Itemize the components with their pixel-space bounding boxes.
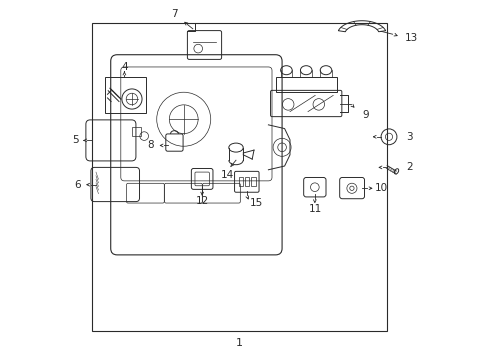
Text: 14: 14 [220,170,234,180]
Bar [251,177,256,186]
Text: 8: 8 [147,140,154,150]
Bar [132,127,141,136]
Text: 12: 12 [196,195,209,206]
Text: 15: 15 [250,198,264,208]
Bar [92,23,387,331]
Text: 4: 4 [121,62,128,72]
Text: 7: 7 [172,9,178,19]
Bar [104,77,146,113]
Text: 11: 11 [309,204,322,214]
Text: 9: 9 [362,110,369,120]
Text: 13: 13 [405,33,418,43]
Text: 10: 10 [375,183,389,193]
Text: 5: 5 [72,135,79,145]
Text: 2: 2 [407,162,413,172]
Bar [239,177,243,186]
Text: 6: 6 [74,180,81,190]
Bar [275,77,337,92]
Bar [245,177,249,186]
Text: 1: 1 [236,338,243,348]
Text: 3: 3 [407,132,413,142]
